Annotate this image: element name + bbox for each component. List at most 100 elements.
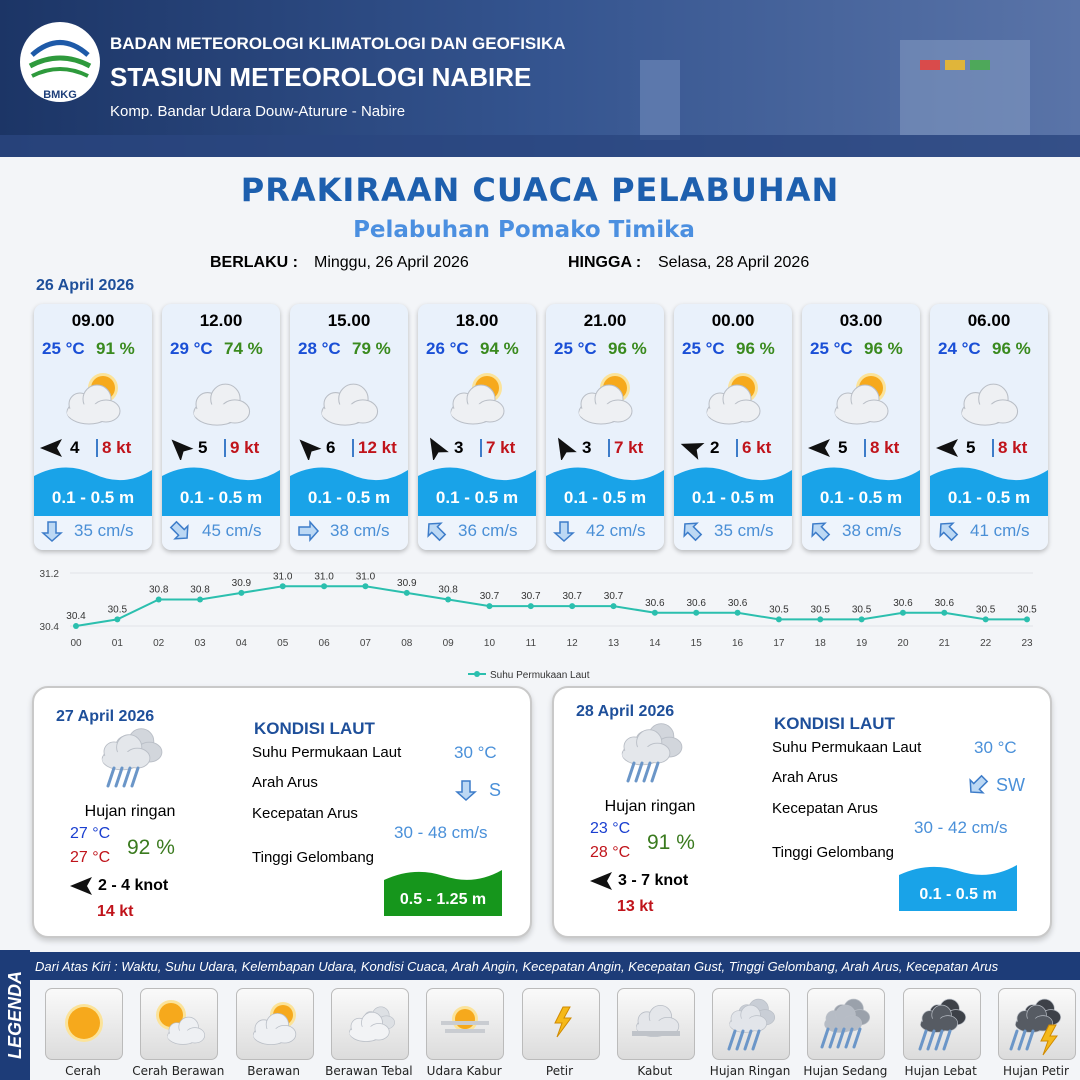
separator: [864, 439, 866, 457]
wave-height: 0.1 - 0.5 m: [919, 886, 997, 903]
icon-part: [930, 467, 1048, 516]
icon-part: [384, 870, 502, 916]
icon-part: [553, 1006, 572, 1038]
data-label: 30.8: [438, 585, 458, 596]
icon-part: [252, 1002, 296, 1046]
legend-item-label: Cerah: [65, 1064, 101, 1078]
icon: [552, 519, 576, 548]
icon: [40, 519, 64, 548]
icon-part: [450, 384, 505, 425]
icon-part: [430, 437, 449, 462]
y-tick-label: 30.4: [40, 622, 60, 633]
icon-part: [811, 522, 831, 542]
icon: [68, 874, 96, 903]
icon-part: [1040, 1024, 1058, 1056]
icon: [550, 436, 578, 465]
separator: [352, 439, 354, 457]
legend-side-bar: [0, 950, 30, 1080]
icon-part: [558, 437, 577, 462]
icon: [290, 462, 408, 521]
wind-speed: 5: [966, 438, 976, 457]
sst-point: [73, 623, 79, 629]
sea-label: Tinggi Gelombang: [772, 844, 895, 861]
legend-caption: Dari Atas Kiri : Waktu, Suhu Udara, Kele…: [35, 959, 999, 974]
icon: [618, 989, 694, 1064]
icon: [680, 519, 704, 548]
legend-label: Suhu Permukaan Laut: [490, 670, 590, 681]
icon-part: [674, 467, 792, 516]
icon-part: [683, 522, 703, 542]
temp-min: 23 °C: [590, 820, 631, 837]
page-title: PRAKIRAAN CUACA PELABUHAN: [240, 171, 840, 209]
separator: [96, 439, 98, 457]
wind-speed: 2: [710, 438, 720, 457]
icon-part: [834, 373, 889, 425]
x-tick-label: 22: [980, 638, 992, 649]
separator: [608, 439, 610, 457]
icon: [999, 989, 1075, 1064]
icon-part: [101, 734, 151, 771]
icon-part: [961, 383, 1019, 426]
icon-part: [156, 1000, 206, 1045]
sst-point: [486, 603, 493, 610]
icon-part: [290, 467, 408, 516]
icon-part: [430, 437, 449, 462]
gust: 12 kt: [358, 438, 397, 457]
station-address: Komp. Bandar Udara Douw-Aturure - Nabire: [110, 103, 406, 120]
humidity: 91 %: [647, 831, 695, 854]
icon-part: [824, 1004, 863, 1033]
icon-part: [961, 383, 1019, 426]
legend-icon-box: [235, 988, 314, 1060]
data-label: 31.0: [314, 571, 334, 582]
icon-part: [298, 520, 320, 542]
x-tick-label: 16: [732, 638, 744, 649]
outlook-date: 28 April 2026: [576, 703, 675, 720]
gust: 7 kt: [486, 438, 516, 457]
gust: 8 kt: [102, 438, 132, 457]
icon-part: [102, 751, 146, 768]
legend-icon-box: [140, 988, 219, 1060]
current-speed: 42 cm/s: [586, 521, 646, 540]
icon: [806, 436, 834, 465]
icon-part: [349, 1006, 395, 1042]
humidity: 96 %: [864, 339, 903, 358]
icon-part: [167, 1030, 202, 1043]
air-temp: 25 °C: [42, 339, 85, 358]
icon-part: [942, 1029, 952, 1051]
icon-part: [298, 520, 320, 542]
icon-part: [418, 467, 536, 516]
icon-part: [70, 877, 92, 895]
sst-point: [858, 616, 865, 623]
icon: [296, 519, 320, 548]
x-tick-label: 08: [401, 638, 413, 649]
icon-part: [66, 384, 121, 425]
sea-label: Arah Arus: [772, 769, 838, 786]
icon-part: [553, 1006, 572, 1038]
icon-part: [349, 1026, 386, 1040]
icon-part: [321, 383, 379, 426]
valid-from: Minggu, 26 April 2026: [314, 254, 469, 271]
sst-point: [569, 603, 576, 610]
time: 18.00: [455, 311, 499, 330]
air-temp: 25 °C: [810, 339, 853, 358]
sst-point: [362, 583, 369, 590]
temp-max: 28 °C: [590, 844, 631, 861]
sst-point: [238, 589, 245, 596]
x-tick-label: 09: [443, 638, 455, 649]
valid-to: Selasa, 28 April 2026: [658, 254, 810, 271]
wave-height: 0.1 - 0.5 m: [179, 488, 263, 507]
sst-point: [775, 616, 782, 623]
icon-part: [34, 467, 152, 516]
icon-part: [899, 865, 1017, 911]
scene-shape: [900, 40, 1030, 135]
icon-part: [808, 439, 830, 457]
logo-arc: [28, 55, 92, 69]
icon: [934, 436, 962, 465]
icon-part: [811, 522, 831, 542]
icon-part: [621, 723, 683, 783]
org-name: BADAN METEOROLOGI KLIMATOLOGI DAN GEOFIS…: [110, 34, 566, 53]
icon-part: [101, 728, 163, 788]
wind: 2 - 4 knot: [98, 877, 169, 894]
sst-point: [114, 616, 121, 623]
sst-point: [693, 609, 700, 616]
